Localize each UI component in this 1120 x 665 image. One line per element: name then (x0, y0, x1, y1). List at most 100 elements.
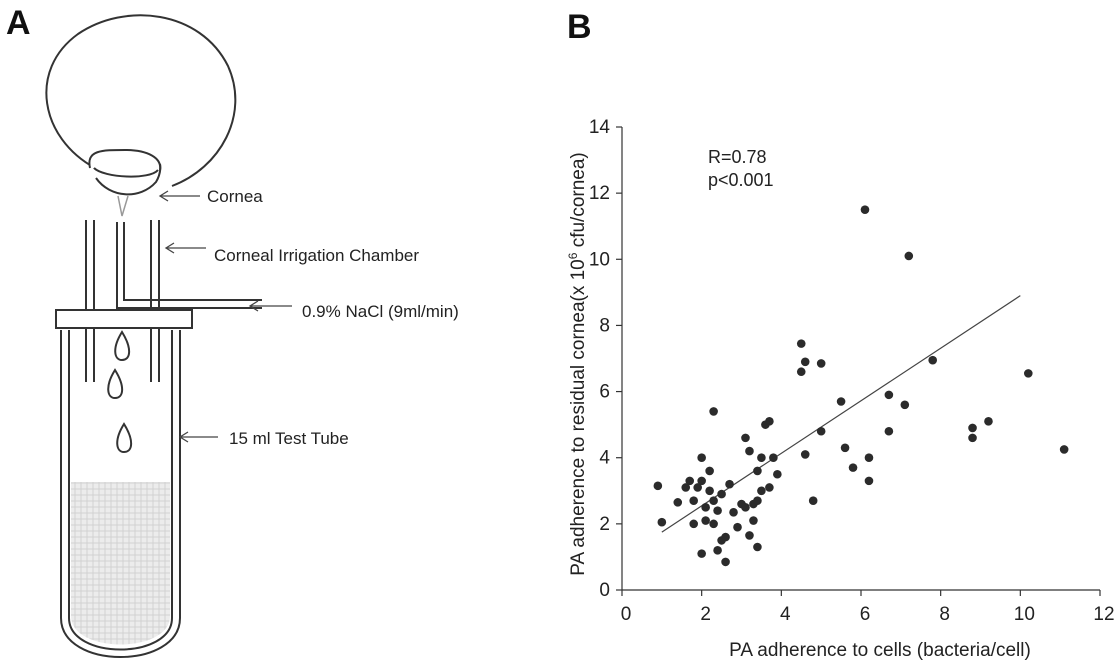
annotation-p: p<0.001 (708, 170, 774, 190)
y-tick-label: 6 (599, 382, 610, 403)
data-point (816, 359, 826, 368)
data-point (713, 546, 722, 555)
y-tick-label: 14 (589, 117, 611, 138)
data-point (984, 417, 993, 426)
y-axis-label: PA adherence to residual cornea(x 106 cf… (566, 152, 589, 576)
data-point (713, 506, 722, 515)
droplet (114, 330, 131, 362)
data-point (968, 423, 977, 433)
droplet (107, 368, 124, 400)
annotation-r: R=0.78 (708, 147, 767, 167)
data-point (717, 489, 726, 499)
y-tick-label: 0 (599, 580, 610, 601)
irrigation-tube (116, 222, 262, 309)
data-point (749, 516, 758, 525)
panel-label-a: A (6, 4, 31, 42)
arrow-tube (178, 431, 218, 443)
scatter-plot: 0 2 4 6 8 10 12 0 2 4 6 8 10 12 14 PA adherence to cel… (566, 117, 1115, 661)
collected-fluid (71, 482, 170, 645)
x-tick-label: 4 (780, 604, 791, 625)
y-tick-label: 2 (599, 514, 610, 535)
data-point (840, 443, 850, 453)
data-point (773, 469, 782, 479)
arrow-nacl (248, 300, 292, 312)
y-tick-label: 10 (589, 249, 610, 270)
x-tick-label: 12 (1093, 604, 1114, 625)
data-point (721, 557, 730, 567)
label-test-tube: 15 ml Test Tube (229, 429, 349, 448)
data-point (705, 466, 714, 476)
data-point (689, 496, 698, 506)
data-point (884, 426, 894, 436)
data-point (657, 517, 667, 527)
data-point (753, 496, 762, 506)
y-tick-label: 12 (589, 183, 610, 204)
data-point (689, 519, 698, 529)
data-point (753, 466, 762, 476)
data-point (701, 516, 710, 525)
data-point (816, 426, 826, 436)
data-point (705, 486, 714, 496)
x-tick-label: 2 (700, 604, 711, 625)
x-tick-label: 10 (1014, 604, 1035, 625)
data-point (796, 367, 806, 377)
data-point (1059, 445, 1069, 454)
droplet (116, 422, 133, 454)
data-point (709, 519, 718, 529)
data-point (733, 522, 742, 532)
label-cornea: Cornea (207, 187, 263, 206)
cornea-cup (88, 148, 162, 171)
data-point (721, 532, 730, 542)
panel-label-b: B (567, 8, 592, 46)
y-tick-label: 4 (599, 448, 610, 469)
arrow-chamber (164, 242, 206, 254)
data-point (968, 433, 977, 443)
data-point (900, 400, 910, 410)
data-point (729, 507, 738, 517)
data-point (757, 486, 766, 496)
x-axis-label: PA adherence to cells (bacteria/cell) (729, 640, 1031, 661)
data-point (800, 357, 810, 367)
data-point (685, 476, 695, 486)
label-nacl-inflow: 0.9% NaCl (9ml/min) (302, 302, 459, 321)
data-point (709, 407, 718, 416)
data-point (725, 479, 734, 489)
data-point (697, 476, 706, 486)
data-point (653, 481, 663, 491)
data-point (928, 355, 937, 365)
data-point (741, 433, 750, 443)
data-point (864, 453, 874, 463)
x-tick-label: 8 (939, 604, 950, 625)
y-tick-label: 8 (599, 315, 610, 336)
data-point (765, 417, 774, 426)
label-irrigation-chamber: Corneal Irrigation Chamber (214, 246, 420, 265)
data-point (697, 549, 706, 558)
data-point (904, 251, 914, 261)
data-point (808, 496, 818, 506)
data-point (745, 531, 754, 540)
data-point (864, 476, 874, 486)
data-point (769, 453, 778, 463)
data-point (709, 496, 718, 506)
data-point (836, 397, 846, 406)
tube-lid (55, 309, 193, 329)
data-point (765, 483, 774, 492)
x-tick-label: 0 (621, 604, 632, 625)
data-point (681, 483, 691, 492)
x-tick-label: 6 (860, 604, 871, 625)
data-point (757, 453, 766, 463)
test-tube (68, 330, 173, 651)
data-point (745, 446, 754, 456)
data-point (673, 498, 683, 507)
arrow-cornea (158, 190, 200, 202)
data-point (884, 390, 894, 400)
data-point (697, 453, 706, 463)
data-point (796, 339, 806, 348)
data-point (701, 503, 710, 512)
data-point (860, 205, 870, 214)
data-point (741, 503, 750, 512)
irrigation-apparatus-diagram (45, 14, 292, 658)
data-point (753, 542, 762, 552)
eye-globe (45, 14, 237, 187)
data-point (693, 483, 702, 492)
